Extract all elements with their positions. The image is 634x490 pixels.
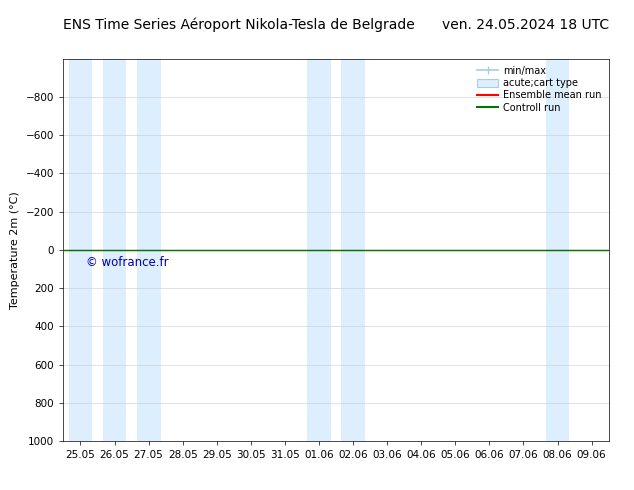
Text: ven. 24.05.2024 18 UTC: ven. 24.05.2024 18 UTC (441, 18, 609, 32)
Bar (307, 59, 331, 441)
Bar (137, 59, 160, 441)
Y-axis label: Temperature 2m (°C): Temperature 2m (°C) (10, 191, 20, 309)
Bar (546, 59, 569, 441)
Legend: min/max, acute;cart type, Ensemble mean run, Controll run: min/max, acute;cart type, Ensemble mean … (475, 64, 604, 115)
Text: © wofrance.fr: © wofrance.fr (86, 256, 168, 269)
Bar (103, 59, 126, 441)
Bar (341, 59, 365, 441)
Text: ENS Time Series Aéroport Nikola-Tesla de Belgrade: ENS Time Series Aéroport Nikola-Tesla de… (63, 17, 415, 32)
Bar (68, 59, 93, 441)
